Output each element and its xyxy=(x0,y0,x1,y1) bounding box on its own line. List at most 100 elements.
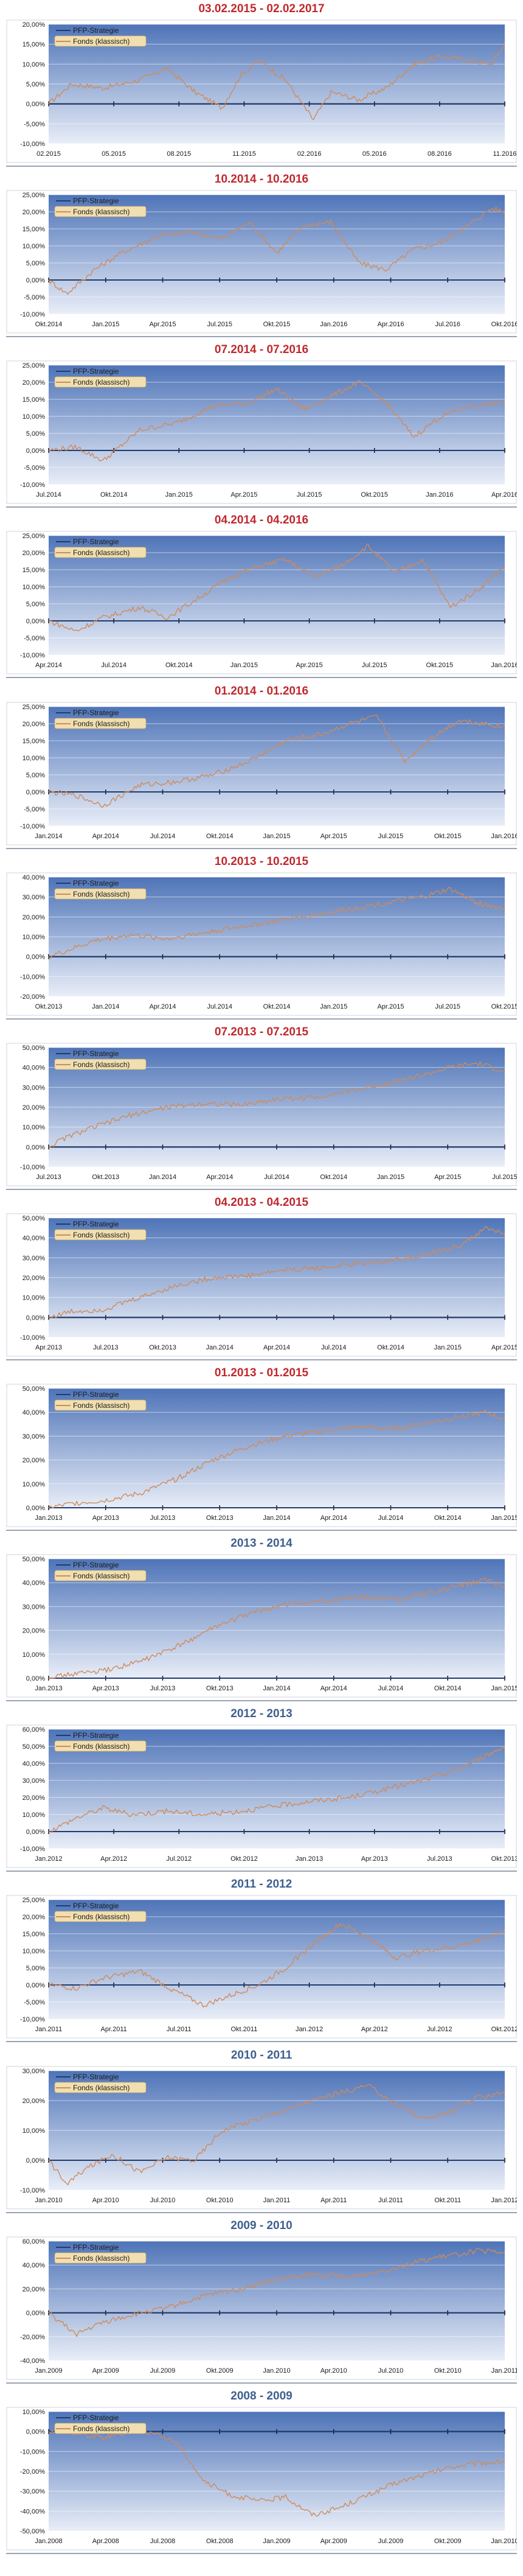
x-tick-label: Jan.2014 xyxy=(35,833,62,840)
series-line-fonds-klassisch xyxy=(48,2248,505,2337)
legend-label-fonds: Fonds (klassisch) xyxy=(73,1742,130,1751)
chart-title: 2009 - 2010 xyxy=(230,2219,293,2232)
y-tick-label: 0,00% xyxy=(26,1505,45,1512)
chart-title: 10.2013 - 10.2015 xyxy=(214,855,309,868)
legend-label-pfp: PFP-Strategie xyxy=(73,26,119,35)
x-tick-label: Jan.2016 xyxy=(491,833,517,840)
legend-label-fonds: Fonds (klassisch) xyxy=(73,37,130,46)
line-chart: 25,00% 20,00% 15,00% 10,00% 5,00% 0,00% -5,00%… xyxy=(6,1895,517,2039)
series-line-fonds-klassisch xyxy=(48,206,505,295)
legend: PFP-Strategie Fonds (klassisch) xyxy=(54,1049,147,1070)
x-tick-label: Jul.2012 xyxy=(427,2026,452,2033)
x-tick-label: Jan.2015 xyxy=(263,833,290,840)
y-tick-label: -50,00% xyxy=(20,2528,45,2535)
x-tick-label: Okt.2013 xyxy=(149,1344,176,1351)
legend: PFP-Strategie Fonds (klassisch) xyxy=(54,1220,147,1241)
x-tick-label: Jan.2016 xyxy=(426,491,453,499)
y-tick-label: -10,00% xyxy=(20,311,45,318)
x-tick-label: Okt.2015 xyxy=(426,662,454,669)
y-tick-label: 5,00% xyxy=(26,772,45,779)
y-tick-label: -5,00% xyxy=(24,294,45,301)
legend-label-pfp: PFP-Strategie xyxy=(73,1390,119,1399)
x-tick-label: Apr.2010 xyxy=(320,2367,347,2375)
x-tick-label: Jul.2013 xyxy=(93,1344,119,1351)
chart-title: 2011 - 2012 xyxy=(230,1878,293,1891)
x-tick-label: 05.2016 xyxy=(362,150,387,158)
y-tick-label: 15,00% xyxy=(23,567,46,574)
y-tick-label: 20,00% xyxy=(23,209,46,216)
x-tick-label: 02.2015 xyxy=(36,150,61,158)
x-tick-label: Jul.2009 xyxy=(150,2367,176,2375)
y-tick-label: 10,00% xyxy=(23,1948,46,1955)
series-line-fonds-klassisch xyxy=(48,714,505,808)
legend-highlight xyxy=(54,1059,147,1070)
x-tick-label: Jul.2010 xyxy=(378,2367,404,2375)
y-tick-label: 20,00% xyxy=(23,914,46,921)
x-tick-label: Jan.2013 xyxy=(35,1514,62,1522)
y-tick-label: 10,00% xyxy=(23,243,46,250)
x-tick-label: Jul.2014 xyxy=(321,1344,347,1351)
x-tick-label: Jul.2013 xyxy=(36,1174,61,1181)
y-tick-label: 5,00% xyxy=(26,601,45,608)
x-tick-label: Okt.2008 xyxy=(206,2538,234,2545)
x-tick-label: Jan.2011 xyxy=(35,2026,62,2033)
x-tick-label: Jan.2014 xyxy=(263,1514,290,1522)
panel-divider xyxy=(6,336,517,337)
y-tick-label: 0,00% xyxy=(26,1144,45,1151)
x-tick-label: Okt.2011 xyxy=(434,2197,461,2204)
line-chart: 50,00% 40,00% 30,00% 20,00% 10,00% 0,00% -10,0… xyxy=(6,1043,517,1186)
x-tick-label: Jan.2012 xyxy=(296,2026,323,2033)
y-tick-label: 20,00% xyxy=(23,1794,46,1802)
x-tick-label: Okt.2013 xyxy=(206,1514,234,1522)
legend-highlight xyxy=(54,888,147,900)
legend-highlight xyxy=(54,376,147,388)
legend-highlight xyxy=(54,1399,147,1411)
x-tick-label: Apr.2015 xyxy=(491,1344,517,1351)
line-chart: 25,00% 20,00% 15,00% 10,00% 5,00% 0,00% -5,00%… xyxy=(6,702,517,845)
legend-label-fonds: Fonds (klassisch) xyxy=(73,890,130,898)
legend-label-pfp: PFP-Strategie xyxy=(73,2413,119,2422)
x-tick-label: Okt.2014 xyxy=(35,321,63,328)
chart-panel: 07.2014 - 07.2016 25,00% 20,00% 15,00% 10,00… xyxy=(6,341,517,508)
x-tick-label: Apr.2013 xyxy=(92,1514,119,1522)
x-tick-label: Apr.2011 xyxy=(101,2026,127,2033)
y-tick-label: 60,00% xyxy=(23,2238,46,2245)
series-line-fonds-klassisch xyxy=(48,1746,505,1833)
panel-divider xyxy=(6,2553,517,2554)
y-tick-label: 20,00% xyxy=(23,2286,46,2293)
line-chart: 40,00% 30,00% 20,00% 10,00% 0,00% -10,00% -20,… xyxy=(6,872,517,1016)
x-tick-label: Apr.2015 xyxy=(377,1003,404,1010)
y-tick-label: 50,00% xyxy=(23,1215,46,1222)
x-tick-label: Jul.2010 xyxy=(150,2197,176,2204)
legend-highlight xyxy=(54,547,147,558)
x-tick-label: Jan.2016 xyxy=(320,321,347,328)
y-tick-label: 40,00% xyxy=(23,874,46,881)
legend: PFP-Strategie Fonds (klassisch) xyxy=(54,197,147,217)
x-tick-label: Apr.2016 xyxy=(491,491,517,499)
x-tick-label: Jan.2015 xyxy=(320,1003,347,1010)
chart-panel: 10.2013 - 10.2015 40,00% 30,00% 20,00% 10,00… xyxy=(6,853,517,1020)
x-tick-label: Apr.2014 xyxy=(149,1003,176,1010)
x-tick-label: Jan.2015 xyxy=(491,1685,517,1692)
chart-title: 07.2013 - 07.2015 xyxy=(214,1026,309,1038)
chart-panel: 03.02.2015 - 02.02.2017 20,00% 15,00% 10,00… xyxy=(6,0,517,167)
y-tick-label: 0,00% xyxy=(26,2310,45,2317)
x-tick-label: Jul.2015 xyxy=(492,1174,517,1181)
x-tick-label: 08.2016 xyxy=(428,150,452,158)
series-line-fonds-klassisch xyxy=(48,2084,505,2185)
x-tick-label: Jan.2008 xyxy=(35,2538,62,2545)
y-tick-label: 0,00% xyxy=(26,101,45,108)
y-tick-label: -10,00% xyxy=(20,2448,45,2455)
x-tick-label: Jul.2011 xyxy=(167,2026,192,2033)
x-tick-label: Okt.2015 xyxy=(263,321,291,328)
y-tick-label: 10,00% xyxy=(23,61,46,68)
line-chart: 25,00% 20,00% 15,00% 10,00% 5,00% 0,00% -5,00%… xyxy=(6,360,517,504)
chart-panel: 2011 - 2012 25,00% 20,00% 15,00% 10,00% 5,00%… xyxy=(6,1875,517,2042)
chart-panel: 2010 - 2011 30,00% 20,00% 10,00% 0,00% -10,00… xyxy=(6,2046,517,2213)
y-tick-label: -30,00% xyxy=(20,2488,45,2496)
x-tick-label: Jan.2011 xyxy=(491,2367,517,2375)
panel-divider xyxy=(6,2041,517,2042)
x-tick-label: Okt.2013 xyxy=(92,1174,119,1181)
chart-panel: 07.2013 - 07.2015 50,00% 40,00% 30,00% 20,00… xyxy=(6,1023,517,1190)
chart-panel: 01.2013 - 01.2015 50,00% 40,00% 30,00% 20,00… xyxy=(6,1364,517,1531)
